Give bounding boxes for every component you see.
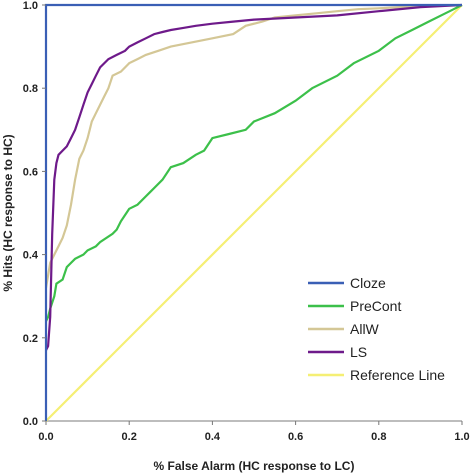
x-tick-label: 1.0 — [454, 431, 469, 443]
legend-label-precont: PreCont — [350, 298, 401, 314]
y-tick-label: 0.2 — [23, 333, 38, 345]
y-tick-label: 1.0 — [23, 0, 38, 12]
legend-label-reference-line: Reference Line — [350, 367, 445, 383]
legend-label-cloze: Cloze — [350, 275, 386, 291]
series-line-precont — [45, 4, 463, 322]
series-line-reference-line — [45, 4, 463, 422]
x-tick-label: 0.8 — [371, 431, 386, 443]
tick-labels: 0.0 0.2 0.4 0.6 0.8 1.0 0.0 0.2 0.4 0.6 0.8 1.0 — [23, 0, 470, 443]
series-layer — [44, 3, 463, 422]
legend-label-allw: AllW — [350, 321, 380, 337]
x-tick-label: 0.4 — [205, 431, 221, 443]
legend-label-ls: LS — [350, 344, 367, 360]
x-tick-label: 0.0 — [38, 431, 53, 443]
y-axis-label: % Hits (HC response to HC) — [1, 134, 15, 291]
x-axis-label: % False Alarm (HC response to LC) — [154, 459, 355, 473]
series-line-allw — [44, 3, 463, 289]
y-tick-label: 0.0 — [23, 416, 38, 428]
x-tick-label: 0.6 — [288, 431, 303, 443]
y-tick-label: 0.8 — [23, 83, 38, 95]
series-line-ls — [45, 3, 463, 351]
y-tick-label: 0.4 — [23, 250, 39, 262]
legend: Cloze PreCont AllW LS Reference Line — [308, 275, 445, 383]
x-tick-label: 0.2 — [122, 431, 137, 443]
y-tick-label: 0.6 — [23, 166, 38, 178]
